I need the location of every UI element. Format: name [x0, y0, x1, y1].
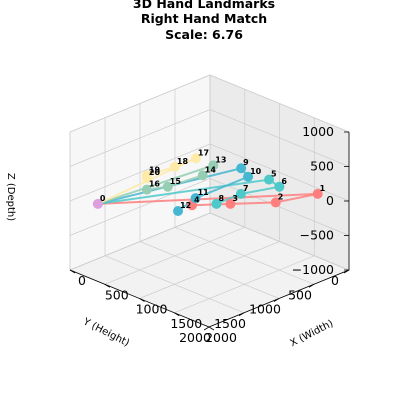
- connection-1-2: [274, 192, 319, 204]
- z-axis-label: Z (Depth): [5, 173, 16, 221]
- chart-title-line-2: Right Hand Match: [141, 11, 267, 26]
- y-tick-mark: [308, 283, 315, 288]
- grid-line-z: [69, 74, 350, 133]
- landmark-point-13: [208, 160, 219, 171]
- x-tick-label: 2000: [205, 330, 237, 345]
- landmark-point-3: [225, 198, 236, 209]
- x-tick-label: 0: [78, 273, 86, 288]
- landmark-point-2: [270, 197, 281, 208]
- x-tick-label: 1500: [170, 316, 202, 331]
- y-tick-mark: [203, 326, 210, 331]
- landmark-point-15: [162, 181, 173, 192]
- tick-labels: 0500100015002000050010001500200010005000…: [69, 124, 350, 345]
- landmark-label-5: 5: [271, 170, 277, 179]
- landmark-label-1: 1: [320, 184, 326, 193]
- landmark-label-11: 11: [198, 188, 210, 197]
- landmark-label-16: 16: [149, 180, 161, 189]
- landmark-point-12: [173, 205, 184, 216]
- landmark-label-4: 4: [194, 195, 200, 204]
- landmark-point-1: [312, 188, 323, 199]
- x-tick-mark: [139, 298, 145, 302]
- x-tick-mark: [69, 269, 76, 274]
- landmark-label-10: 10: [250, 167, 262, 176]
- z-tick-label: 500: [310, 159, 334, 174]
- landmark-label-18: 18: [177, 157, 189, 166]
- landmark-point-8: [211, 198, 222, 209]
- landmark-label-2: 2: [278, 192, 284, 201]
- x-axis-label: X (Width): [288, 318, 335, 349]
- connection-0-13: [96, 164, 215, 205]
- z-tick-label: −1000: [292, 262, 334, 277]
- landmark-point-16: [141, 184, 152, 195]
- landmark-label-7: 7: [243, 184, 249, 193]
- landmark-label-3: 3: [232, 194, 238, 203]
- x-tick-label: 1000: [136, 302, 168, 317]
- landmark-point-6: [274, 181, 285, 192]
- y-tick-label: 500: [288, 287, 312, 302]
- grid-line-z: [69, 212, 350, 271]
- x-tick-mark: [208, 326, 215, 331]
- grid-line-z: [69, 178, 350, 236]
- landmark-label-13: 13: [215, 155, 226, 164]
- landmark-label-17: 17: [198, 148, 209, 157]
- y-tick-mark: [238, 312, 245, 317]
- chart-title-line-1: 3D Hand Landmarks: [133, 0, 275, 11]
- y-tick-label: 0: [331, 273, 339, 288]
- landmark-point-11: [190, 193, 201, 204]
- connection-0-1: [96, 192, 319, 205]
- connection-14-15: [166, 174, 204, 188]
- z-tick-label: −500: [300, 228, 334, 243]
- landmark-points: [92, 153, 323, 216]
- landmark-point-0: [92, 198, 103, 209]
- landmark-label-6: 6: [281, 177, 287, 186]
- landmark-label-12: 12: [180, 201, 191, 210]
- landmark-point-14: [197, 170, 208, 181]
- landmark-point-20: [141, 173, 152, 184]
- y-tick-mark: [273, 298, 280, 302]
- landmark-label-14: 14: [205, 165, 217, 174]
- y-tick-label: 2000: [179, 330, 211, 345]
- landmark-label-8: 8: [218, 194, 224, 203]
- landmark-label-20: 20: [149, 168, 161, 177]
- landmark-point-10: [243, 171, 254, 182]
- y-axis-label: Y (Height): [80, 316, 131, 349]
- connection-10-11: [194, 175, 250, 200]
- grid-line-z: [69, 109, 350, 167]
- landmark-point-18: [169, 161, 180, 172]
- z-tick-label: 0: [326, 193, 334, 208]
- x-tick-label: 500: [105, 287, 129, 302]
- y-tick-label: 1500: [214, 316, 246, 331]
- connection-6-7: [239, 185, 281, 195]
- landmark-label-19: 19: [149, 165, 161, 174]
- landmark-point-9: [236, 163, 247, 174]
- connection-0-5: [96, 178, 270, 205]
- landmark-label-15: 15: [170, 177, 182, 186]
- x-tick-mark: [174, 312, 180, 317]
- grid-line-z: [69, 143, 350, 202]
- connection-2-3: [229, 201, 277, 205]
- landmark-point-17: [190, 153, 201, 164]
- landmark-point-7: [235, 188, 246, 199]
- x-tick-mark: [104, 283, 110, 288]
- y-tick-label: 1000: [249, 302, 281, 317]
- landmark-label-9: 9: [243, 158, 249, 167]
- landmark-point-5: [263, 174, 274, 185]
- connection-3-4: [191, 202, 232, 207]
- z-tick-label: 1000: [302, 124, 334, 139]
- y-tick-mark: [343, 269, 350, 274]
- chart-title-line-3: Scale: 6.76: [165, 27, 243, 42]
- landmark-label-0: 0: [100, 194, 106, 203]
